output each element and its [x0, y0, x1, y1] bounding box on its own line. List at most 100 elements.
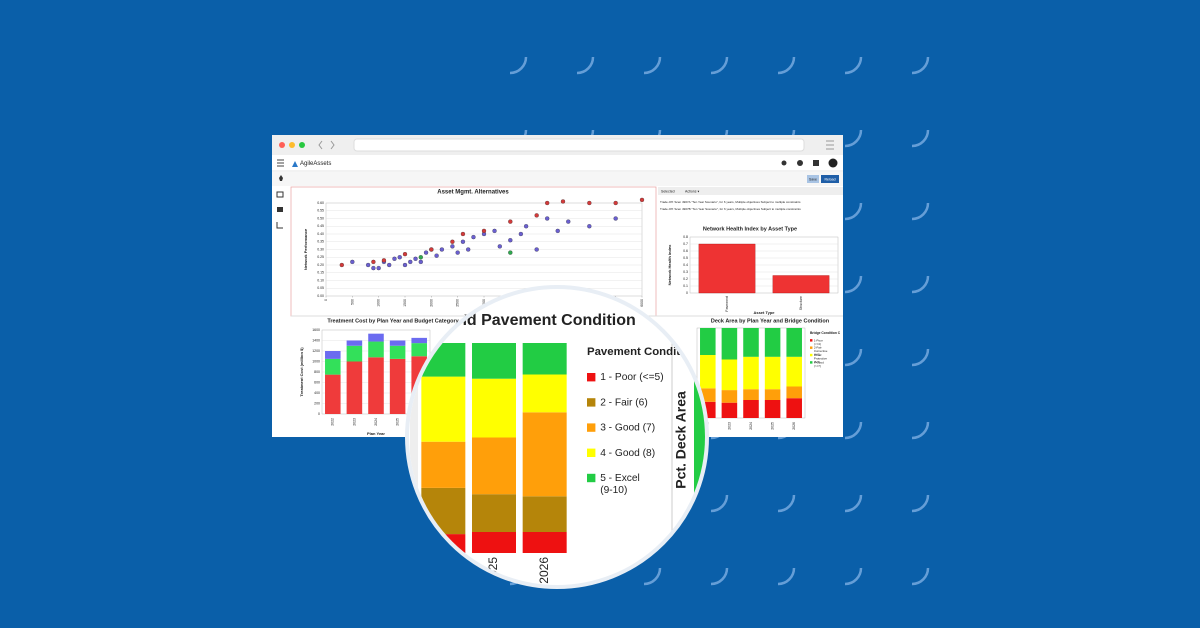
point	[418, 259, 423, 265]
y-tick-label: 0.6	[683, 249, 688, 253]
point	[365, 262, 371, 268]
chart-title: Asset Mgmt. Alternatives	[437, 190, 509, 196]
point	[534, 247, 539, 252]
bar-segment	[721, 402, 738, 418]
bar-segment	[472, 437, 516, 495]
point	[460, 231, 466, 237]
url-bar[interactable]	[353, 138, 805, 152]
panel-header	[658, 187, 843, 195]
bar-segment	[472, 494, 516, 532]
bar-segment	[346, 345, 363, 362]
close[interactable]	[279, 142, 285, 148]
point	[439, 247, 445, 252]
point	[613, 200, 618, 206]
bar-segment	[325, 374, 341, 414]
point	[560, 199, 566, 204]
point	[418, 255, 423, 260]
legend-label: 3 - Good (7)	[600, 422, 655, 433]
bar-segment	[472, 343, 516, 379]
apps[interactable]	[813, 160, 819, 166]
help[interactable]	[797, 160, 803, 166]
legend-swatch	[587, 448, 596, 457]
y-tick-label: 1600	[312, 328, 320, 332]
point	[402, 262, 408, 268]
x-tick-label: 2023	[727, 422, 731, 430]
y-tick-label: 0.1	[683, 284, 688, 288]
x-tick-label: 2022	[331, 418, 335, 426]
bar-segment	[389, 358, 406, 414]
maximize[interactable]	[299, 142, 305, 148]
legend-title: Pavement Condition Category	[587, 346, 750, 358]
actions[interactable]: Actions ▾	[685, 189, 699, 193]
star-icon[interactable]	[279, 175, 283, 181]
point	[460, 239, 466, 244]
side-icon[interactable]	[277, 207, 283, 212]
bar-segment	[700, 355, 716, 389]
y-tick-label: 0.2	[683, 277, 688, 281]
point	[518, 231, 524, 237]
bar-segment	[346, 340, 363, 346]
reload-label[interactable]: Reload	[824, 177, 835, 181]
bar-segment	[764, 328, 781, 357]
bar-segment	[368, 333, 384, 342]
side-icon[interactable]	[276, 222, 283, 229]
minimize[interactable]	[289, 142, 295, 148]
y-tick-label: 200	[314, 401, 320, 405]
scenario-line: Trade-Off: Scen 4907A "Ten Year Scenario…	[660, 200, 801, 204]
bar-segment	[786, 398, 802, 418]
bar-segment	[389, 345, 406, 359]
bar-segment	[786, 356, 802, 387]
hamburger[interactable]	[277, 159, 284, 167]
bar-segment	[346, 361, 363, 414]
legend-label: 3-Fair Protective (5-6)	[814, 353, 828, 364]
point	[387, 262, 392, 268]
x-tick-label: 2026	[537, 557, 551, 584]
menu[interactable]	[826, 140, 834, 150]
breadcrumb-bar	[272, 172, 843, 186]
bar-segment	[721, 328, 738, 360]
bar-segment	[368, 357, 384, 414]
point	[471, 234, 476, 240]
legend-swatch	[587, 473, 596, 483]
bar-segment	[368, 341, 384, 358]
charts: Asset Mgmt. Alternatives Network Performa…	[299, 190, 841, 436]
point	[587, 200, 592, 206]
y-tick-label: 600	[314, 380, 320, 384]
logo-mark	[292, 161, 298, 167]
x-tick-label: Structure	[799, 296, 803, 310]
bar-segment	[472, 378, 516, 438]
x-tick-label: 2000	[429, 299, 433, 307]
bar-segment	[421, 376, 466, 442]
point	[434, 253, 439, 258]
panel-edge	[410, 327, 418, 577]
bar-segment	[522, 374, 567, 413]
x-tick-label: 2024	[749, 422, 753, 430]
y-tick-label: 0	[318, 412, 320, 416]
lens-content: Pct. Deck Area and Pavement Condition 202…	[410, 310, 750, 585]
bar-segment	[764, 389, 781, 400]
save-label[interactable]: Save	[809, 177, 817, 181]
bar-segment	[325, 358, 341, 375]
y-axis-label: Pct. Deck Area	[673, 391, 689, 489]
legend-label: 2-Fair Corrective (4-5)	[814, 345, 828, 356]
nav-arrows[interactable]	[318, 140, 335, 150]
bar-segment	[522, 496, 567, 532]
reload-button[interactable]	[821, 175, 839, 183]
point	[492, 228, 497, 234]
bar-segment	[743, 389, 759, 400]
bell[interactable]	[781, 160, 787, 166]
save-button[interactable]	[807, 175, 819, 183]
side-icon[interactable]	[276, 191, 284, 198]
avatar[interactable]	[828, 158, 838, 168]
bar-segment	[325, 351, 341, 359]
point	[545, 216, 550, 221]
bar-segment	[411, 343, 427, 357]
point	[508, 219, 513, 224]
legend-swatch	[810, 353, 813, 357]
point	[523, 224, 529, 229]
legend-swatch	[810, 346, 813, 349]
point	[508, 238, 513, 243]
y-tick-label: 0.35	[317, 240, 324, 244]
bar-segment	[472, 532, 516, 553]
